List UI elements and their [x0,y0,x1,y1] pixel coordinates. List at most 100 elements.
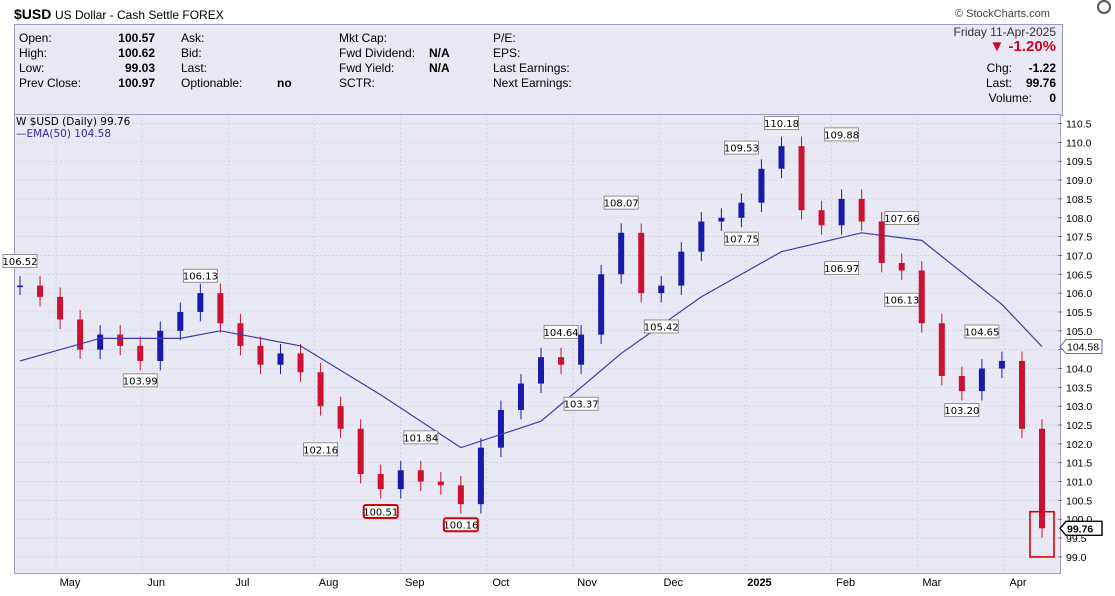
x-tick-label: Jun [147,577,165,589]
y-tick-label: 104.0 [1066,363,1092,375]
price-annotation: 104.64 [543,324,579,339]
annotation-label: 104.64 [544,328,579,339]
price-bar [477,447,484,505]
prev-close-label: Prev Close: [19,76,82,90]
settings-icon[interactable] [1097,0,1111,14]
annotation-label: 102.16 [303,445,338,456]
price-bar [417,470,424,482]
price-bar [938,323,945,377]
price-bar [598,274,605,335]
price-bar [17,285,23,288]
fwd-yield-value: N/A [429,61,450,75]
legend-ema: —EMA(50) 104.58 [16,128,112,140]
y-tick-label: 103.5 [1066,382,1092,394]
x-tick-label: Feb [836,577,855,589]
price-bar [658,285,665,294]
price-bar [137,345,144,361]
y-tick-label: 110.0 [1066,137,1092,149]
security-name: US Dollar - Cash Settle FOREX [54,8,224,22]
annotation-box [403,430,439,445]
y-tick-label: 101.5 [1066,458,1092,470]
percent-change: ▼ -1.20% [989,38,1056,55]
annotation-label: 108.07 [604,199,639,210]
symbol: $USD [14,6,52,22]
annotation-box [182,268,218,283]
annotation-label: 103.37 [564,400,599,411]
y-tick-label: 110.5 [1066,119,1092,131]
annotation-box [824,127,860,142]
price-annotation: 107.75 [724,231,759,246]
source-credit: © StockCharts.com [955,8,1050,20]
price-bar [297,353,304,373]
annotation-label: 107.75 [724,235,759,246]
price-bar [257,345,264,365]
price-annotation: 104.65 [964,324,999,339]
price-bar [698,221,705,252]
y-tick-label: 102.5 [1066,420,1092,432]
price-bar [618,232,625,275]
price-annotation: 109.53 [724,140,759,155]
annotation-box [724,140,759,155]
chg-value: -1.22 [1028,61,1056,75]
price-bar [718,217,725,222]
price-bar [1018,360,1025,429]
last-value-tag [1059,520,1103,536]
price-bar [1039,428,1045,529]
price-bar [357,428,364,475]
price-bar [858,198,865,222]
ema-line [19,232,1043,449]
last-value-label: 104.58 [1067,342,1099,354]
annotation-label: 107.66 [884,214,919,225]
annotation-label: 101.84 [403,433,438,444]
price-annotation: 105.42 [644,319,679,333]
open-value: 100.57 [118,31,155,45]
price-annotation: 106.13 [182,268,218,283]
annotation-label: 100.16 [443,521,478,532]
price-annotation: 106.97 [824,261,860,275]
price-bar [778,146,785,169]
fwd-dividend-label: Fwd Dividend: [339,46,416,60]
y-tick-label: 99.5 [1066,533,1087,545]
y-tick-label: 101.0 [1066,477,1092,489]
price-bar [337,406,344,429]
annotation-label: 106.13 [884,296,919,307]
annotation-label: 105.42 [644,322,679,333]
price-annotation: 101.84 [403,430,439,445]
price-annotation: 100.16 [442,517,479,533]
open-label: Open: [19,31,52,45]
mkt-cap-label: Mkt Cap: [339,31,388,45]
annotation-box [884,211,920,225]
price-annotation: 106.13 [884,292,920,307]
x-tick-label: Jul [235,577,249,589]
x-tick-label: Sep [405,577,425,589]
price-annotation: 102.16 [303,442,338,457]
annotation-label: 103.20 [944,406,979,417]
annotation-box [303,442,338,457]
price-bar [538,357,545,384]
price-bar [97,334,104,350]
price-bar [497,409,504,448]
y-tick-label: 99.0 [1066,552,1087,564]
fwd-dividend-value: N/A [429,46,450,60]
price-bar [197,293,204,312]
y-tick-label: 105.5 [1066,307,1092,319]
price-annotation: 107.66 [884,211,920,225]
x-tick-label: May [60,577,81,589]
price-annotation: 100.51 [362,504,399,520]
annotation-box [543,324,579,339]
volume-value: 0 [1049,91,1056,105]
annotation-box [884,292,920,307]
price-chart[interactable] [14,114,1061,574]
low-label: Low: [19,61,45,75]
legend-price: W $USD (Daily) 99.76 [16,116,131,128]
annotation-box [122,373,158,388]
y-tick-label: 106.0 [1066,288,1092,300]
price-bar [277,353,284,365]
annotation-box [603,195,639,210]
chart-legend: W $USD (Daily) 99.76 —EMA(50) 104.58 [16,116,130,140]
last-label-left: Last: [181,61,208,75]
price-annotation: 109.88 [824,127,860,142]
annotation-box [824,261,860,275]
price-bar [558,357,565,365]
